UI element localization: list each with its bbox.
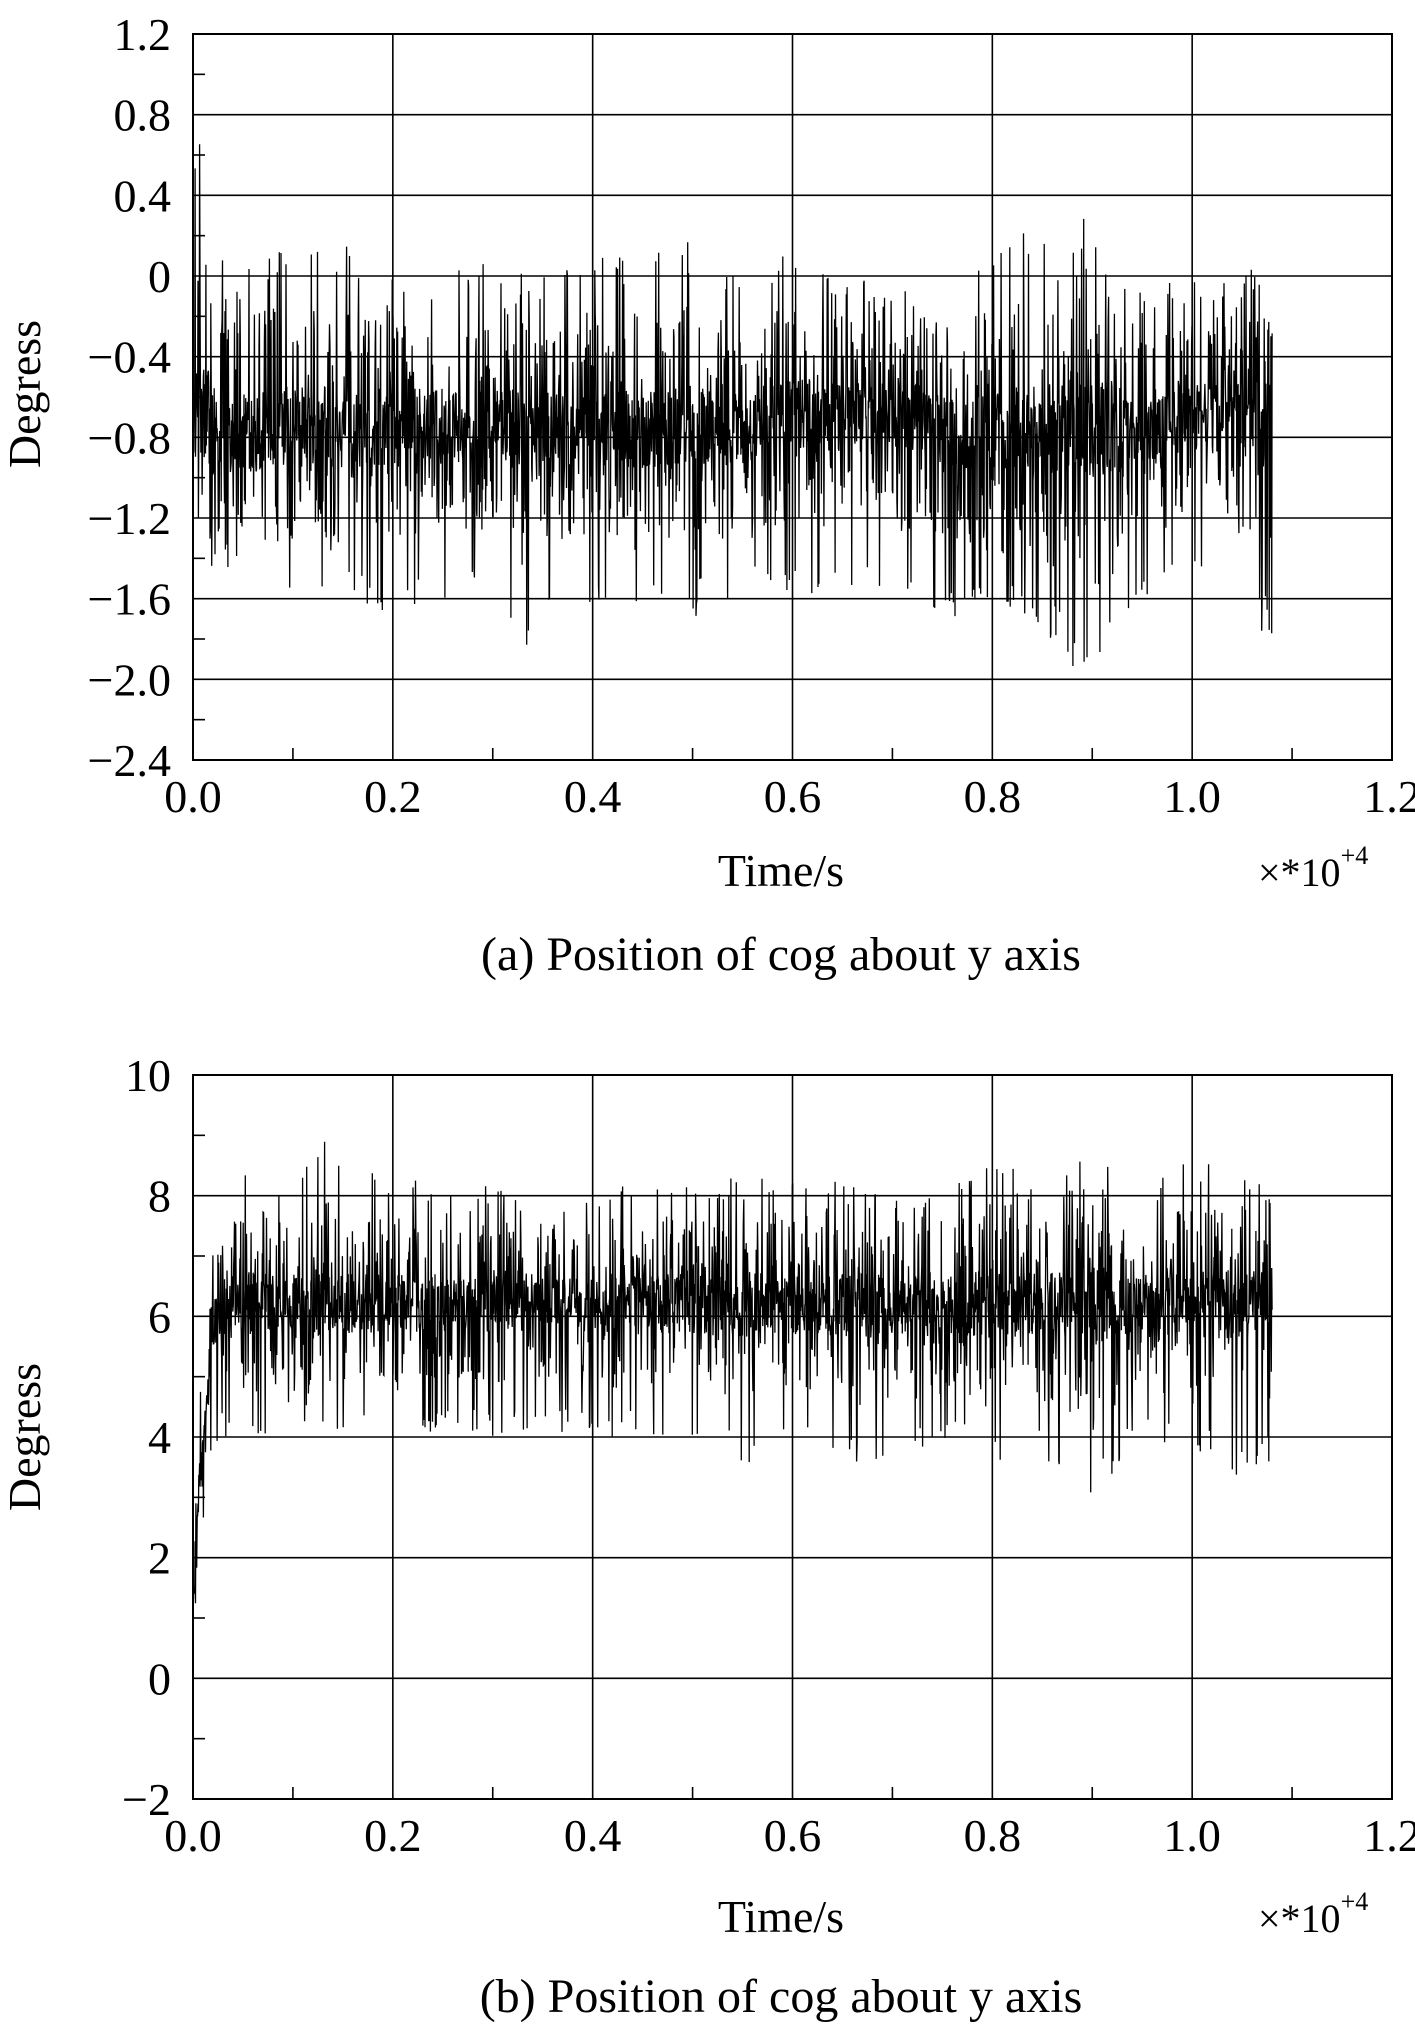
y-tick-label: −2.0 [88,654,171,705]
panel-caption: (b) Position of cog about y axis [480,1970,1083,2023]
x-tick-label: 0.6 [764,771,822,822]
y-tick-labels: 10 8 6 4 2 0 −2 [122,1050,171,1825]
x-multiplier-exponent: +4 [1341,1887,1369,1916]
y-tick-label: 10 [125,1050,171,1101]
y-tick-label: 8 [148,1171,171,1222]
y-tick-label: 0 [148,1653,171,1704]
plot-area-frame [192,1074,1393,1800]
y-tick-label: −2.4 [88,735,171,786]
y-tick-label: −1.6 [88,574,171,625]
x-tick-label: 1.0 [1163,1810,1221,1861]
y-tick-labels: 1.2 0.8 0.4 0 −0.4 −0.8 −1.2 −1.6 −2.0 −2.4 [88,9,171,786]
x-tick-label: 0.0 [164,771,222,822]
y-tick-label: 2 [148,1533,171,1584]
x-tick-label: 0.4 [564,1810,622,1861]
series-line [192,1141,1273,1623]
panel-a: 0.0 0.2 0.4 0.6 0.8 1.0 1.2 1.2 0.8 0.4 0 −0.4 −0.8… [0,9,1415,981]
x-tick-label: 0.0 [164,1810,222,1861]
x-tick-label: 1.0 [1163,771,1221,822]
x-tick-label: 0.6 [764,1810,822,1861]
x-tick-label: 1.2 [1363,771,1415,822]
x-multiplier-base: ×*10 [1258,1896,1341,1941]
data-series [192,144,1273,667]
x-axis-multiplier: ×*10+4 [1258,1887,1368,1941]
panel-caption: (a) Position of cog about y axis [481,928,1081,981]
y-tick-label: 1.2 [114,9,172,60]
x-multiplier-exponent: +4 [1341,841,1369,870]
x-tick-label: 0.2 [364,771,422,822]
x-tick-labels: 0.0 0.2 0.4 0.6 0.8 1.0 1.2 [164,771,1415,822]
tick-marks [193,73,1293,760]
x-axis-multiplier: ×*10+4 [1258,841,1368,895]
x-tick-label: 1.2 [1363,1810,1415,1861]
y-axis-label: Degress [0,320,50,468]
x-axis-label: Time/s [718,1891,844,1942]
x-tick-labels: 0.0 0.2 0.4 0.6 0.8 1.0 1.2 [164,1810,1415,1861]
y-tick-label: 0 [148,251,171,302]
tick-marks [193,1134,1293,1799]
x-axis-label: Time/s [718,845,844,896]
y-tick-label: −2 [122,1774,171,1825]
y-tick-label: −1.2 [88,493,171,544]
y-tick-label: −0.8 [88,412,171,463]
y-tick-label: −0.4 [88,332,171,383]
panel-b: 0.0 0.2 0.4 0.6 0.8 1.0 1.2 10 8 6 4 2 0 −2 Time/s D… [0,1050,1415,2023]
y-tick-label: 0.8 [114,90,172,141]
x-tick-label: 0.4 [564,771,622,822]
x-multiplier-base: ×*10 [1258,850,1341,895]
series-line [192,144,1273,667]
y-tick-label: 0.4 [114,170,172,221]
data-series [192,1141,1273,1623]
y-tick-label: 6 [148,1291,171,1342]
y-tick-label: 4 [148,1412,171,1463]
x-tick-label: 0.8 [964,771,1022,822]
y-axis-label: Degress [0,1363,50,1511]
x-tick-label: 0.2 [364,1810,422,1861]
x-tick-label: 0.8 [964,1810,1022,1861]
